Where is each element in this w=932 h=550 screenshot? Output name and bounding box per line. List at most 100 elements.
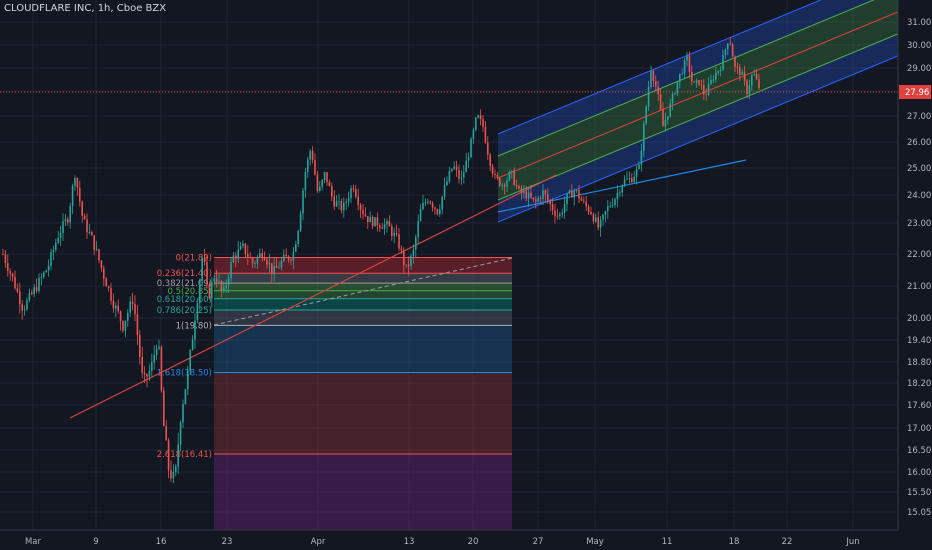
candle-body bbox=[311, 150, 314, 161]
candle-body bbox=[364, 214, 367, 217]
candle-body bbox=[345, 201, 347, 204]
candle-body bbox=[609, 205, 611, 207]
candle-body bbox=[127, 312, 129, 321]
candle-body bbox=[571, 190, 573, 198]
candle-body bbox=[650, 70, 652, 87]
fib-label-3: 0.5(20.85) bbox=[168, 287, 212, 297]
candle-body bbox=[119, 311, 122, 321]
candle-body bbox=[362, 210, 364, 215]
price-tick-label: 26.00 bbox=[907, 138, 931, 148]
candle-body bbox=[367, 216, 369, 223]
time-tick-label: Apr bbox=[311, 537, 326, 547]
candle-body bbox=[290, 259, 292, 261]
channel-edge-1 bbox=[497, 0, 875, 157]
candle-body bbox=[271, 263, 273, 275]
candle-body bbox=[453, 166, 455, 169]
current-price-badge bbox=[899, 85, 931, 99]
candle-body bbox=[407, 264, 410, 267]
price-tick-label: 25.00 bbox=[907, 164, 931, 174]
candle-body bbox=[443, 185, 446, 197]
candle-body bbox=[419, 209, 422, 222]
candle-body bbox=[460, 177, 463, 179]
candle-body bbox=[153, 354, 155, 363]
candle-body bbox=[455, 166, 458, 170]
candle-body bbox=[187, 370, 189, 390]
time-tick-label: 23 bbox=[222, 537, 233, 547]
candle-body bbox=[338, 201, 340, 202]
candle-body bbox=[86, 219, 88, 233]
support-trend-line bbox=[69, 174, 557, 419]
candle-body bbox=[643, 123, 645, 151]
candle-body bbox=[170, 470, 172, 479]
candle-body bbox=[573, 190, 575, 198]
candle-body bbox=[537, 198, 539, 202]
candle-body bbox=[388, 221, 391, 227]
candle-body bbox=[263, 257, 266, 260]
candle-body bbox=[179, 422, 182, 445]
candle-body bbox=[477, 115, 479, 118]
price-tick-label: 19.40 bbox=[907, 336, 931, 346]
candle-body bbox=[167, 440, 170, 471]
candle-body bbox=[129, 301, 131, 313]
candle-body bbox=[494, 173, 496, 176]
candle-body bbox=[314, 160, 316, 175]
candle-body bbox=[729, 43, 731, 45]
candle-body bbox=[115, 305, 117, 309]
candle-body bbox=[112, 300, 115, 309]
candle-body bbox=[40, 276, 43, 278]
candle-body bbox=[47, 265, 50, 271]
candle-body bbox=[719, 70, 722, 72]
candle-body bbox=[131, 301, 134, 305]
candle-body bbox=[23, 309, 26, 311]
candle-body bbox=[371, 216, 374, 227]
candle-body bbox=[722, 54, 724, 71]
price-tick-label: 24.00 bbox=[907, 191, 931, 201]
candle-body bbox=[734, 56, 736, 67]
candle-body bbox=[148, 371, 151, 377]
candle-body bbox=[340, 201, 343, 211]
candle-body bbox=[383, 224, 386, 229]
candle-body bbox=[652, 70, 655, 82]
fib-zone-2 bbox=[214, 283, 512, 291]
time-tick-label: Jun bbox=[845, 537, 859, 547]
candle-body bbox=[559, 214, 561, 217]
candle-body bbox=[525, 191, 527, 199]
candle-body bbox=[484, 126, 487, 143]
time-axis: Mar 9 16 23 Apr 13 20 27 May 11 18 22 Jun bbox=[0, 529, 932, 550]
price-tick-label: 15.50 bbox=[907, 488, 931, 498]
candle-body bbox=[621, 185, 623, 193]
candle-body bbox=[676, 82, 679, 94]
candle-body bbox=[7, 263, 9, 272]
candle-body bbox=[62, 221, 64, 234]
fib-label-4: 0.618(20.60) bbox=[157, 295, 212, 305]
candle-body bbox=[705, 94, 707, 96]
candle-body bbox=[369, 216, 371, 223]
candle-body bbox=[753, 74, 755, 76]
candle-body bbox=[717, 70, 719, 73]
time-tick-label: 18 bbox=[729, 537, 740, 547]
candle-body bbox=[31, 292, 33, 294]
candle-body bbox=[755, 74, 758, 80]
candle-body bbox=[213, 278, 215, 283]
candle-body bbox=[758, 79, 760, 89]
fib-zone-8 bbox=[214, 453, 512, 530]
candle-body bbox=[623, 179, 626, 186]
candle-body bbox=[141, 356, 143, 373]
candle-body bbox=[38, 277, 40, 291]
time-tick-label: 11 bbox=[662, 537, 673, 547]
candle-body bbox=[655, 81, 657, 87]
candle-body bbox=[638, 164, 640, 170]
price-tick-label: 27.00 bbox=[907, 112, 931, 122]
candle-body bbox=[376, 217, 379, 226]
candle-body bbox=[724, 49, 727, 55]
candle-body bbox=[107, 286, 110, 288]
candle-body bbox=[177, 444, 179, 467]
candle-body bbox=[165, 426, 167, 441]
candle-body bbox=[511, 170, 513, 173]
candle-body bbox=[357, 196, 359, 206]
candle-body bbox=[751, 75, 753, 86]
candle-body bbox=[98, 249, 100, 261]
candle-body bbox=[319, 186, 321, 191]
candle-body bbox=[715, 72, 717, 80]
